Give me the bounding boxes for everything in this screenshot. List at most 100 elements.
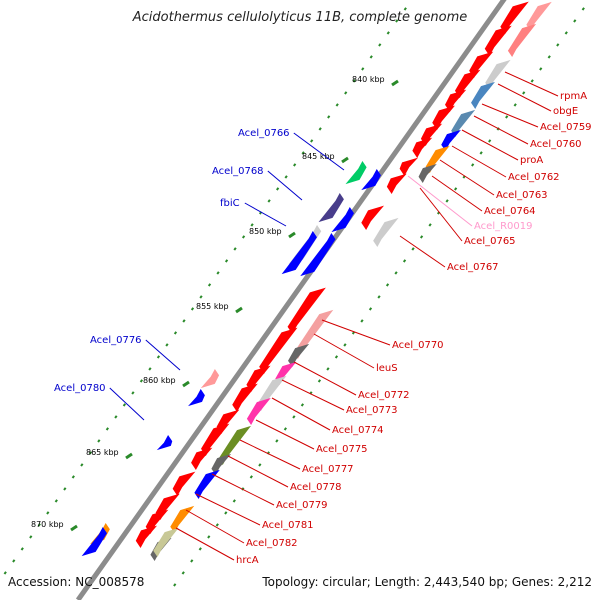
gene-forward <box>484 25 512 56</box>
label-leader <box>244 202 287 227</box>
gene-forward <box>412 137 433 158</box>
label-leader <box>267 170 303 201</box>
gene-label-forward: Acel_0773 <box>346 405 398 416</box>
tick-track-inner <box>428 223 432 227</box>
gene-label-forward: Acel_0763 <box>496 190 548 201</box>
gene-label-forward: Acel_0778 <box>290 482 342 493</box>
tick-track-inner <box>300 403 305 407</box>
backbone-line <box>75 0 507 600</box>
tick-track-outer <box>403 7 407 11</box>
gene-box <box>246 397 271 425</box>
gene-reverse <box>300 233 336 277</box>
tick-track-outer <box>207 283 212 287</box>
tick-track-inner <box>394 271 398 275</box>
gene-label-forward: hrcA <box>236 555 259 566</box>
gene-label-forward: Acel_0775 <box>316 444 368 455</box>
tick-track-inner <box>479 151 483 155</box>
tick-track-inner <box>513 103 517 107</box>
kbp-tick-label: 855 kbp <box>196 302 229 311</box>
tick-track-outer <box>29 535 33 539</box>
tick-track-outer <box>216 271 220 275</box>
tick-track-inner <box>224 511 228 515</box>
gene-box <box>485 59 511 89</box>
tick-track-inner <box>505 115 509 119</box>
kbp-tick-label: 845 kbp <box>302 152 335 161</box>
tick-track-inner <box>445 199 449 203</box>
label-leader <box>439 159 495 196</box>
tick-track-inner <box>334 355 339 359</box>
gene-forward <box>201 423 230 456</box>
tick-track-outer <box>88 451 92 455</box>
tick-track-inner <box>232 499 236 503</box>
gene-label-forward: Acel_0774 <box>332 425 384 436</box>
tick-track-inner <box>190 559 194 563</box>
gene-forward <box>454 69 481 98</box>
gene-forward <box>399 157 419 176</box>
gene-label-forward: leuS <box>376 363 398 374</box>
gene-forward <box>432 105 455 130</box>
gene-forward <box>445 89 467 112</box>
accession-text: Accession: NC_008578 <box>8 575 145 589</box>
tick-track-outer <box>233 247 237 251</box>
gene-reverse <box>188 389 205 407</box>
gene-label-forward: Acel_0781 <box>262 520 314 531</box>
tick-track-outer <box>241 235 246 239</box>
tick-track-outer <box>310 139 314 143</box>
tick-track-inner <box>471 163 475 167</box>
label-leader <box>321 319 391 346</box>
gene-box <box>441 129 461 151</box>
label-leader <box>313 333 375 369</box>
tick-track-inner <box>292 415 296 419</box>
kbp-tick-mark <box>341 156 349 164</box>
tick-track-outer <box>369 55 373 59</box>
kbp-tick-label: 850 kbp <box>249 227 282 236</box>
tick-marks: 840 kbp 845 kbp 850 kbp 855 kbp 860 kbp 865 k… <box>3 7 585 587</box>
gene-label-forward: Acel_0767 <box>447 262 499 273</box>
label-leader <box>293 361 357 396</box>
gene-label-forward: Acel_0772 <box>358 390 410 401</box>
tick-track-inner <box>181 571 185 575</box>
tick-track-outer <box>131 391 135 395</box>
tick-track-outer <box>301 151 305 155</box>
kbp-tick-label: 870 kbp <box>31 520 64 529</box>
kbp-tick-label: 840 kbp <box>352 75 385 84</box>
tick-track-inner <box>283 427 287 431</box>
gene-label-forward: Acel_0760 <box>530 139 582 150</box>
label-leader <box>293 132 345 171</box>
tick-track-outer <box>3 571 7 575</box>
gene-forward <box>232 383 258 412</box>
tick-track-outer <box>12 559 16 563</box>
kbp-tick-label: 865 kbp <box>86 448 119 457</box>
gene-box <box>471 81 495 109</box>
tick-track-inner <box>368 307 373 311</box>
tick-track-outer <box>80 463 84 467</box>
label-leader <box>497 83 552 112</box>
tick-track-inner <box>326 367 330 371</box>
tick-track-inner <box>547 55 551 59</box>
tick-track-inner <box>522 91 526 95</box>
tick-track-inner <box>488 139 492 143</box>
tick-track-inner <box>258 463 262 467</box>
tick-track-outer <box>148 367 152 371</box>
tick-track-outer <box>352 79 356 83</box>
tick-track-outer <box>386 31 390 35</box>
gene-label-forward: Acel_0764 <box>484 206 536 217</box>
kbp-tick-label: 860 kbp <box>143 376 176 385</box>
gene-box <box>451 109 476 137</box>
label-leader <box>109 387 145 421</box>
tick-track-outer <box>20 547 24 551</box>
tick-track-outer <box>224 259 229 263</box>
tick-track-outer <box>122 403 127 407</box>
tick-track-outer <box>318 127 322 131</box>
gene-box <box>218 425 251 465</box>
tick-track-outer <box>335 103 339 107</box>
tick-track-inner <box>275 439 279 443</box>
label-leader <box>399 235 446 268</box>
tick-track-outer <box>284 175 288 179</box>
tick-track-outer <box>276 187 280 191</box>
gene-label-reverse: Acel_0766 <box>238 128 290 139</box>
gene-reverse <box>81 527 108 557</box>
tick-track-inner <box>249 475 253 479</box>
gene-forward <box>386 173 407 194</box>
